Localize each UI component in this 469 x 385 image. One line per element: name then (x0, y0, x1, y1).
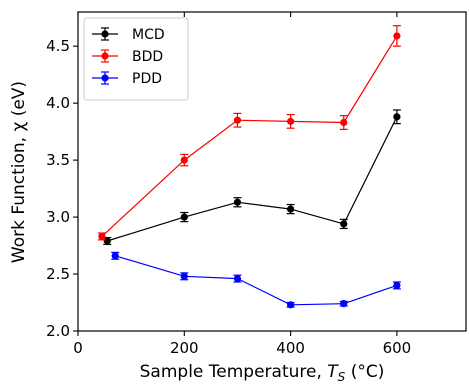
x-tick-label: 400 (276, 339, 305, 357)
axes-layer: 0 200 400 600 2.0 2.5 3.0 3.5 4.0 4.5 (46, 11, 467, 357)
legend-box (83, 17, 189, 101)
x-axis-label-unit: (°C) (345, 362, 384, 382)
legend-marker (101, 52, 109, 60)
y-axis-label: Work Function, χ (eV) (9, 81, 29, 263)
data-point (340, 118, 348, 127)
data-point (98, 232, 106, 241)
x-axis-label: Sample Temperature, TS (°C) (140, 362, 385, 384)
data-point (340, 220, 348, 228)
x-tick-label: 200 (170, 339, 199, 357)
legend-item-pdd: PDD (92, 71, 162, 87)
plot-frame (77, 11, 467, 332)
y-tick-label: 4.5 (46, 37, 70, 55)
x-axis-label-subscript: S (338, 370, 346, 384)
data-point (103, 237, 111, 245)
legend: MCD BDD PDD (83, 17, 189, 101)
y-tick-label: 4.0 (46, 94, 70, 112)
y-tick-label: 3.0 (46, 208, 70, 226)
legend-label: MCD (132, 27, 165, 43)
data-point (393, 113, 401, 121)
y-tick-label: 2.0 (46, 322, 70, 340)
x-tick-label: 600 (383, 339, 412, 357)
legend-label: BDD (132, 49, 163, 65)
data-point (111, 252, 119, 260)
data-point (233, 274, 242, 283)
data-point (287, 117, 295, 125)
data-point (233, 116, 242, 124)
series-bdd (97, 25, 401, 241)
data-point (233, 198, 242, 206)
data-point (180, 156, 188, 164)
series-pdd (111, 251, 401, 309)
data-point (340, 300, 348, 308)
y-tick-label: 2.5 (46, 265, 70, 283)
data-point (287, 301, 295, 309)
data-point (180, 213, 188, 221)
y-tick-label: 3.5 (46, 151, 70, 169)
legend-marker (101, 30, 109, 38)
x-axis-label-main: Sample Temperature, (140, 362, 328, 382)
legend-marker (101, 74, 109, 82)
data-point (393, 32, 401, 40)
data-point (287, 205, 295, 213)
data-point (180, 272, 188, 280)
series-layer (97, 25, 401, 309)
legend-item-mcd: MCD (92, 27, 165, 43)
series-line-bdd (101, 35, 398, 237)
data-point (393, 281, 401, 290)
legend-item-bdd: BDD (92, 49, 163, 65)
x-axis-label-symbol: T (327, 362, 339, 382)
series-line-mcd (107, 116, 398, 242)
series-line-pdd (115, 255, 398, 306)
legend-label: PDD (132, 71, 162, 87)
x-tick-label: 0 (73, 339, 83, 357)
